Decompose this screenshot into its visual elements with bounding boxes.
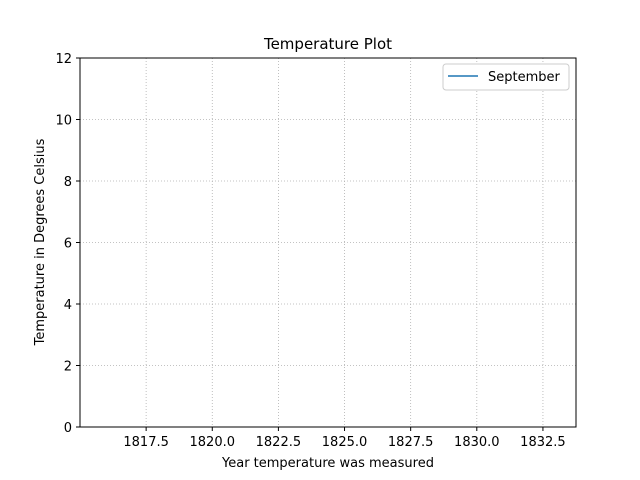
x-axis-label: Year temperature was measured <box>221 456 434 471</box>
y-tick-label: 0 <box>64 421 72 436</box>
x-tick-label: 1820.0 <box>190 435 236 450</box>
legend-box <box>442 63 570 91</box>
y-axis-ticks: 0 2 4 6 8 10 12 <box>55 52 80 436</box>
x-tick-label: 1817.5 <box>123 435 169 450</box>
x-tick-label: 1822.5 <box>256 435 302 450</box>
grid <box>80 58 576 427</box>
y-axis-label: Temperature in Degrees Celsius <box>33 138 48 346</box>
y-tick-label: 4 <box>64 298 72 313</box>
y-tick-label: 8 <box>64 175 72 190</box>
y-tick-label: 10 <box>55 114 72 129</box>
legend: September <box>442 63 570 91</box>
x-tick-label: 1825.0 <box>322 435 368 450</box>
chart-title: Temperature Plot <box>263 35 392 53</box>
plot-area-frame <box>79 57 577 428</box>
x-tick-label: 1830.0 <box>454 435 500 450</box>
y-tick-label: 12 <box>55 52 72 67</box>
x-tick-label: 1832.5 <box>520 435 566 450</box>
y-tick-label: 6 <box>64 237 72 252</box>
x-tick-label: 1827.5 <box>388 435 434 450</box>
x-axis-ticks: 1817.5 1820.0 1822.5 1825.0 1827.5 1830.0 1832… <box>123 427 566 450</box>
legend-label: September <box>488 70 561 85</box>
y-tick-label: 2 <box>64 360 72 375</box>
